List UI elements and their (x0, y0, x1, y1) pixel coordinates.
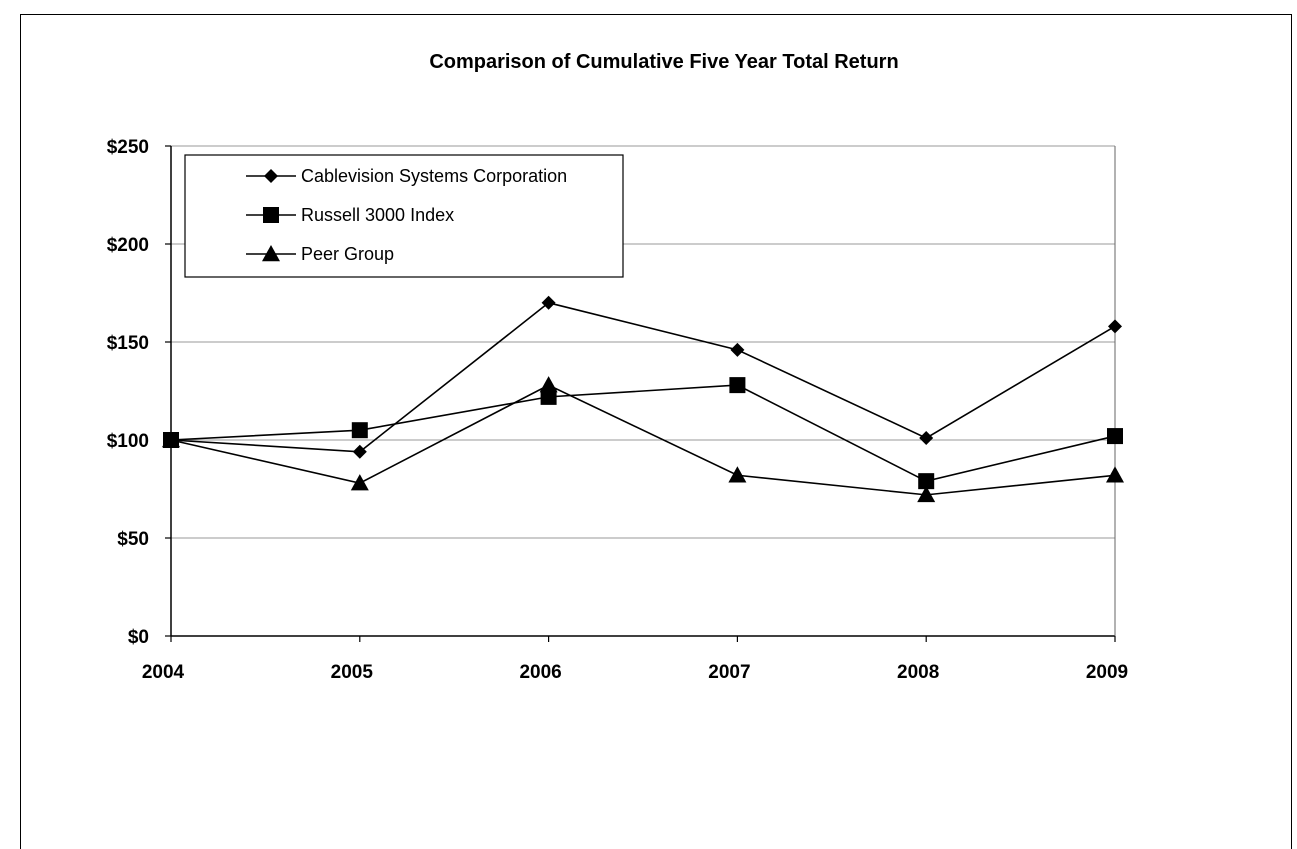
data-point-russell-3000-index (1107, 428, 1123, 445)
data-point-peer-group (539, 376, 558, 393)
series-line-russell-3000-index (170, 384, 1116, 483)
data-point-peer-group (728, 466, 747, 483)
legend-item-cablevision-systems-corporation: Cablevision Systems Corporation (246, 166, 567, 186)
legend-item-russell-3000-index: Russell 3000 Index (246, 205, 454, 225)
series-cablevision-systems-corporation (164, 295, 1122, 459)
legend-label: Cablevision Systems Corporation (301, 166, 567, 186)
data-point-cablevision-systems-corporation (919, 431, 934, 446)
x-tick-label: 2007 (708, 662, 750, 683)
data-point-russell-3000-index (540, 388, 557, 405)
y-tick-label: $0 (128, 627, 149, 648)
series-peer-group (162, 376, 1124, 503)
series-group (162, 295, 1124, 503)
x-tick-label: 2008 (897, 662, 939, 683)
y-tick-label: $150 (107, 333, 149, 354)
legend-label: Russell 3000 Index (301, 205, 454, 225)
legend: Cablevision Systems Corporation Russell 3… (184, 154, 624, 278)
legend-marker (264, 169, 278, 183)
y-tick-label: $250 (107, 137, 149, 158)
data-point-peer-group (350, 474, 369, 491)
data-point-russell-3000-index (729, 377, 746, 394)
data-point-peer-group (162, 431, 180, 448)
legend-label: Peer Group (301, 244, 394, 264)
legend-item-peer-group: Peer Group (246, 244, 394, 264)
legend-marker (263, 207, 279, 223)
x-tick-label: 2005 (331, 662, 374, 683)
data-point-cablevision-systems-corporation (352, 444, 367, 459)
series-russell-3000-index (163, 377, 1123, 490)
x-tick-label: 2009 (1086, 662, 1128, 683)
y-tick-label: $100 (107, 431, 149, 452)
series-line-peer-group (170, 384, 1116, 496)
axes (170, 146, 1116, 637)
x-tick-label: 2004 (142, 662, 185, 683)
y-tick-label: $200 (107, 235, 149, 256)
data-point-cablevision-systems-corporation (541, 295, 556, 310)
data-point-peer-group (917, 485, 936, 503)
series-line-cablevision-systems-corporation (170, 301, 1116, 453)
y-tick-label: $50 (117, 529, 149, 550)
chart-frame (20, 14, 1292, 849)
legend-marker (262, 245, 280, 262)
x-tick-label: 2006 (519, 662, 561, 683)
y-axis-ticks: $0 $50 $100 $150 $200 $250 (107, 137, 171, 648)
data-point-peer-group (1106, 466, 1124, 483)
data-point-cablevision-systems-corporation (1108, 319, 1122, 334)
data-point-russell-3000-index (351, 422, 368, 439)
data-point-russell-3000-index (918, 473, 935, 490)
chart-title: Comparison of Cumulative Five Year Total… (429, 51, 898, 73)
x-axis-ticks: 2004 2005 2006 2007 2008 2009 (142, 636, 1128, 683)
data-point-cablevision-systems-corporation (730, 342, 745, 357)
